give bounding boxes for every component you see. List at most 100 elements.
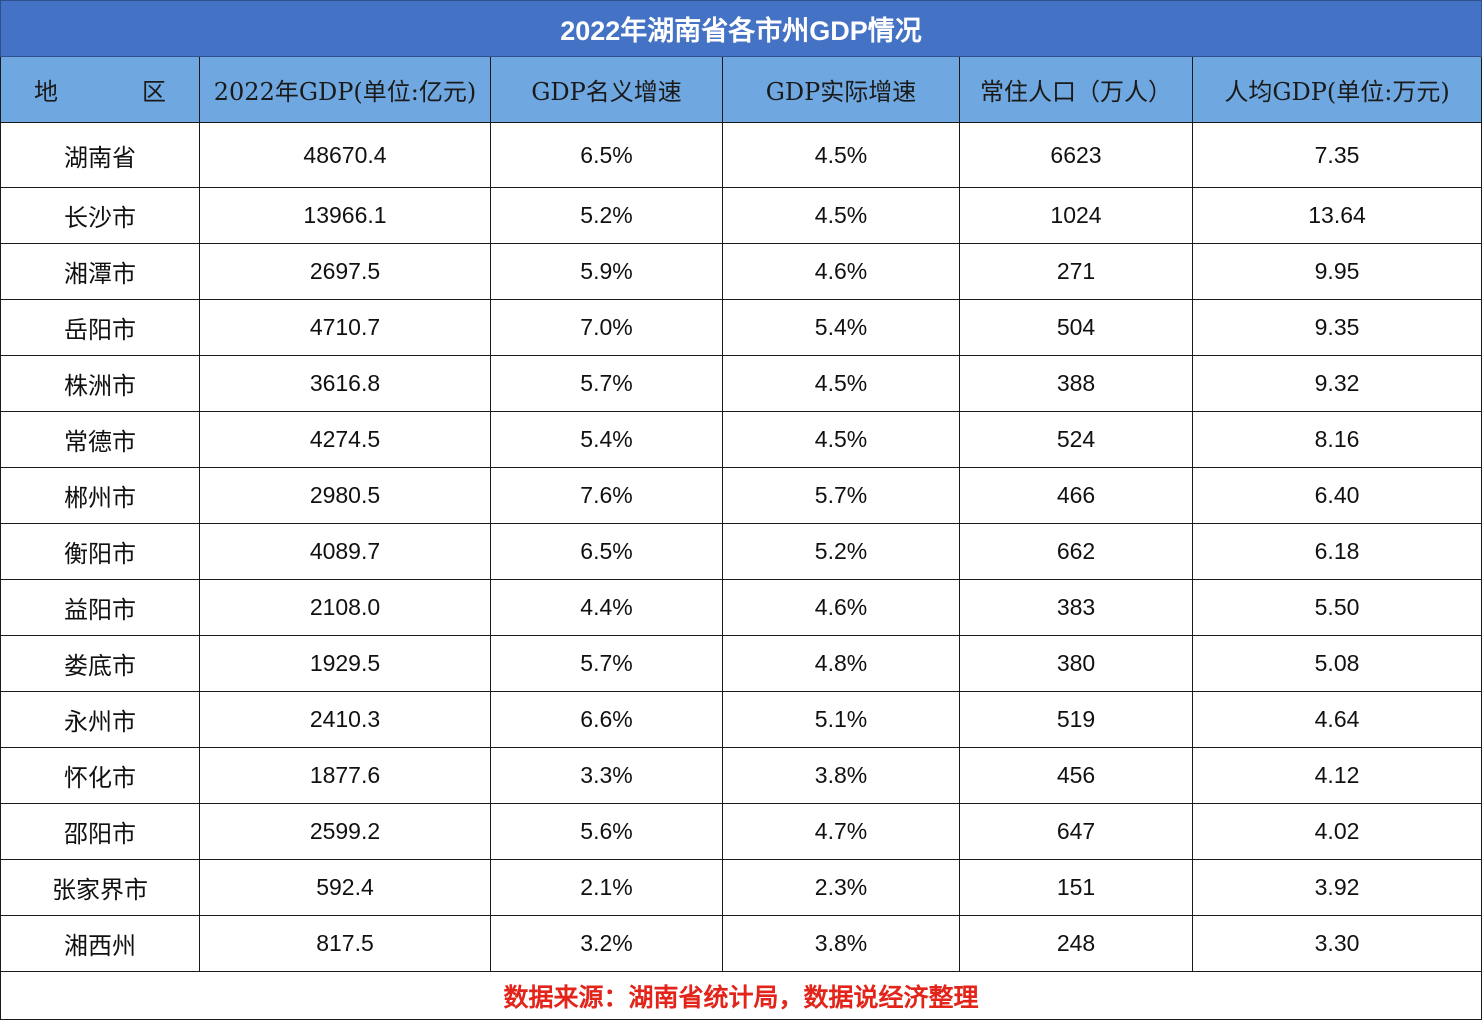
cell-real-growth: 5.7% — [722, 467, 960, 524]
cell-gdp: 2980.5 — [199, 467, 491, 524]
header-population: 常住人口（万人） — [959, 56, 1193, 123]
cell-gdp-per-capita: 9.95 — [1191, 243, 1483, 300]
table-row: 张家界市 592.4 2.1% 2.3% 151 3.92 — [0, 859, 1483, 916]
cell-region: 常德市 — [0, 411, 200, 468]
table-row: 株洲市 3616.8 5.7% 4.5% 388 9.32 — [0, 355, 1483, 412]
cell-nominal-growth: 3.3% — [490, 747, 723, 804]
cell-nominal-growth: 2.1% — [490, 859, 723, 916]
data-source-note: 数据来源：湖南省统计局，数据说经济整理 — [0, 971, 1483, 1020]
cell-region: 益阳市 — [0, 579, 200, 636]
cell-real-growth: 4.6% — [722, 243, 960, 300]
cell-gdp-per-capita: 7.35 — [1191, 122, 1483, 188]
table-row: 益阳市 2108.0 4.4% 4.6% 383 5.50 — [0, 579, 1483, 636]
cell-region: 张家界市 — [0, 859, 200, 916]
cell-nominal-growth: 5.2% — [490, 187, 723, 244]
cell-gdp: 1929.5 — [199, 635, 491, 692]
cell-gdp-per-capita: 9.32 — [1191, 355, 1483, 412]
cell-region: 郴州市 — [0, 467, 200, 524]
cell-population: 647 — [959, 803, 1193, 860]
cell-population: 456 — [959, 747, 1193, 804]
cell-gdp: 817.5 — [199, 915, 491, 972]
cell-region: 永州市 — [0, 691, 200, 748]
cell-gdp: 4710.7 — [199, 299, 491, 356]
cell-nominal-growth: 5.7% — [490, 355, 723, 412]
table-row: 邵阳市 2599.2 5.6% 4.7% 647 4.02 — [0, 803, 1483, 860]
cell-nominal-growth: 5.7% — [490, 635, 723, 692]
cell-population: 271 — [959, 243, 1193, 300]
cell-nominal-growth: 5.6% — [490, 803, 723, 860]
cell-nominal-growth: 6.5% — [490, 523, 723, 580]
cell-gdp-per-capita: 4.12 — [1191, 747, 1483, 804]
cell-region: 衡阳市 — [0, 523, 200, 580]
cell-gdp-per-capita: 4.02 — [1191, 803, 1483, 860]
cell-gdp: 2599.2 — [199, 803, 491, 860]
cell-gdp-per-capita: 5.08 — [1191, 635, 1483, 692]
header-gdp: 2022年GDP(单位:亿元) — [199, 56, 491, 123]
cell-nominal-growth: 5.4% — [490, 411, 723, 468]
cell-region: 娄底市 — [0, 635, 200, 692]
cell-gdp-per-capita: 13.64 — [1191, 187, 1483, 244]
cell-gdp: 3616.8 — [199, 355, 491, 412]
table-row: 湖南省 48670.4 6.5% 4.5% 6623 7.35 — [0, 122, 1483, 188]
cell-gdp-per-capita: 3.92 — [1191, 859, 1483, 916]
header-real-growth: GDP实际增速 — [722, 56, 960, 123]
cell-gdp-per-capita: 6.18 — [1191, 523, 1483, 580]
cell-region: 湘西州 — [0, 915, 200, 972]
cell-gdp-per-capita: 8.16 — [1191, 411, 1483, 468]
table-title: 2022年湖南省各市州GDP情况 — [0, 0, 1483, 57]
cell-region: 湖南省 — [0, 122, 200, 188]
cell-real-growth: 4.5% — [722, 355, 960, 412]
cell-gdp: 2108.0 — [199, 579, 491, 636]
cell-population: 6623 — [959, 122, 1193, 188]
cell-real-growth: 5.1% — [722, 691, 960, 748]
cell-gdp-per-capita: 9.35 — [1191, 299, 1483, 356]
cell-population: 524 — [959, 411, 1193, 468]
cell-population: 504 — [959, 299, 1193, 356]
cell-population: 466 — [959, 467, 1193, 524]
table-row: 湘潭市 2697.5 5.9% 4.6% 271 9.95 — [0, 243, 1483, 300]
table-row: 湘西州 817.5 3.2% 3.8% 248 3.30 — [0, 915, 1483, 972]
cell-population: 662 — [959, 523, 1193, 580]
cell-nominal-growth: 3.2% — [490, 915, 723, 972]
cell-gdp: 1877.6 — [199, 747, 491, 804]
cell-nominal-growth: 6.6% — [490, 691, 723, 748]
cell-real-growth: 4.5% — [722, 122, 960, 188]
title-row: 2022年湖南省各市州GDP情况 — [0, 0, 1483, 57]
cell-real-growth: 4.7% — [722, 803, 960, 860]
cell-region: 怀化市 — [0, 747, 200, 804]
cell-real-growth: 2.3% — [722, 859, 960, 916]
table-row: 常德市 4274.5 5.4% 4.5% 524 8.16 — [0, 411, 1483, 468]
table-row: 怀化市 1877.6 3.3% 3.8% 456 4.12 — [0, 747, 1483, 804]
cell-population: 383 — [959, 579, 1193, 636]
cell-real-growth: 3.8% — [722, 915, 960, 972]
cell-nominal-growth: 5.9% — [490, 243, 723, 300]
cell-gdp-per-capita: 3.30 — [1191, 915, 1483, 972]
cell-region: 邵阳市 — [0, 803, 200, 860]
header-nominal-growth: GDP名义增速 — [490, 56, 723, 123]
cell-gdp: 4274.5 — [199, 411, 491, 468]
cell-gdp: 13966.1 — [199, 187, 491, 244]
cell-population: 1024 — [959, 187, 1193, 244]
cell-nominal-growth: 4.4% — [490, 579, 723, 636]
cell-gdp-per-capita: 4.64 — [1191, 691, 1483, 748]
header-row: 地 区 2022年GDP(单位:亿元) GDP名义增速 GDP实际增速 常住人口… — [0, 56, 1483, 123]
cell-real-growth: 4.5% — [722, 411, 960, 468]
cell-gdp: 592.4 — [199, 859, 491, 916]
cell-region: 株洲市 — [0, 355, 200, 412]
footer-row: 数据来源：湖南省统计局，数据说经济整理 — [0, 971, 1483, 1020]
cell-population: 519 — [959, 691, 1193, 748]
cell-region: 长沙市 — [0, 187, 200, 244]
cell-gdp: 48670.4 — [199, 122, 491, 188]
cell-real-growth: 5.4% — [722, 299, 960, 356]
cell-gdp: 4089.7 — [199, 523, 491, 580]
cell-nominal-growth: 7.0% — [490, 299, 723, 356]
cell-real-growth: 3.8% — [722, 747, 960, 804]
cell-population: 248 — [959, 915, 1193, 972]
cell-nominal-growth: 7.6% — [490, 467, 723, 524]
cell-gdp: 2697.5 — [199, 243, 491, 300]
table-row: 衡阳市 4089.7 6.5% 5.2% 662 6.18 — [0, 523, 1483, 580]
table-row: 郴州市 2980.5 7.6% 5.7% 466 6.40 — [0, 467, 1483, 524]
cell-region: 湘潭市 — [0, 243, 200, 300]
